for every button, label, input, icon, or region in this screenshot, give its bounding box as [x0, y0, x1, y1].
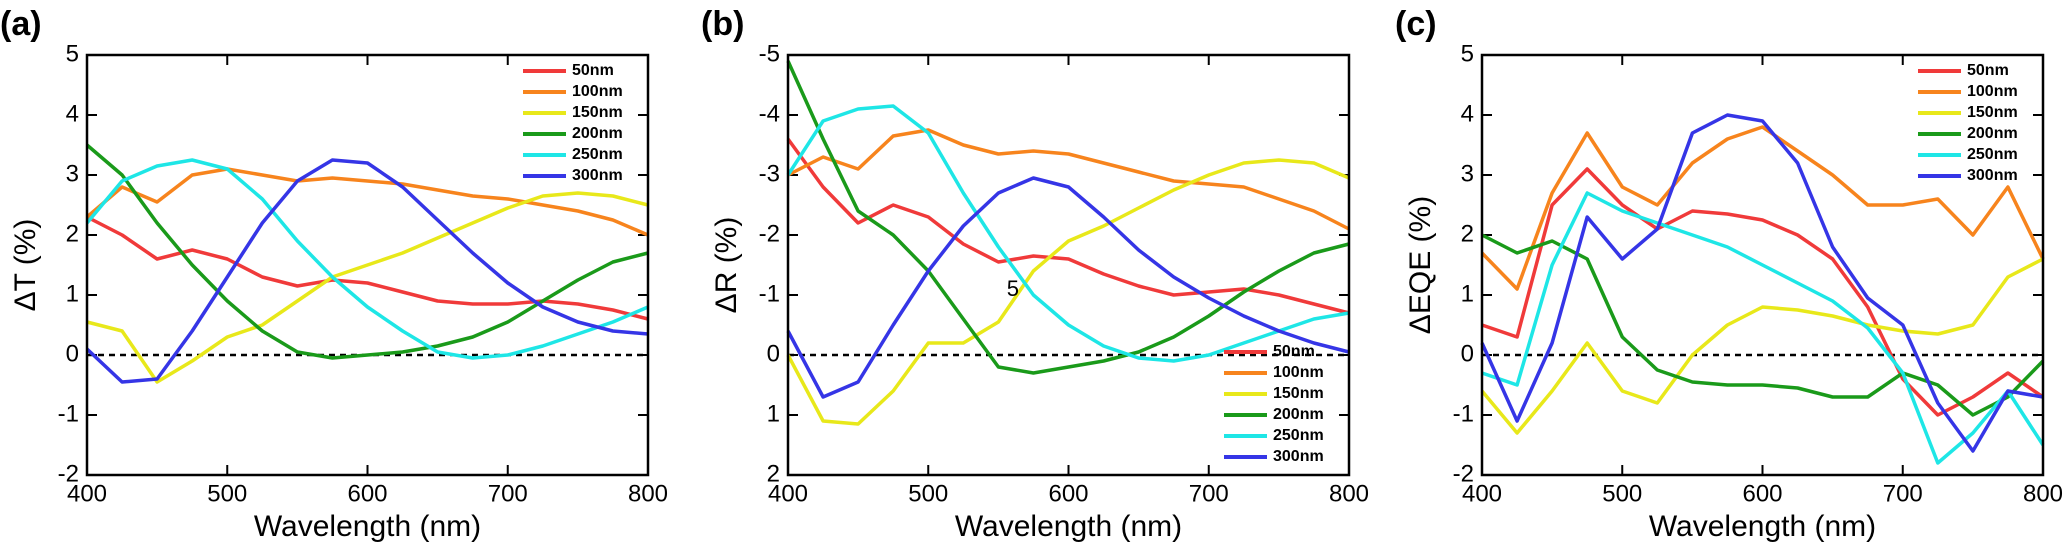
- x-tick-label: 600: [1742, 480, 1782, 507]
- legend-label: 150nm: [1967, 104, 2018, 121]
- plot-frame: [85, 53, 650, 477]
- data-line: [86, 215, 649, 321]
- legend-label: 200nm: [1273, 406, 1324, 423]
- y-tick-label: -1: [1453, 400, 1474, 427]
- legend-label: 250nm: [572, 146, 623, 163]
- legend-label: 150nm: [572, 104, 623, 121]
- x-axis-label: Wavelength (nm): [254, 510, 481, 543]
- legend-label: 100nm: [572, 83, 623, 100]
- legend-label: 150nm: [1273, 385, 1324, 402]
- y-tick-label: 2: [767, 460, 780, 487]
- legend-label: 50nm: [1967, 62, 2009, 79]
- data-line: [1480, 113, 2044, 453]
- data-line: [85, 158, 649, 384]
- y-axis-label: ΔEQE (%): [1404, 196, 1437, 334]
- panel-label: (a): [0, 5, 42, 43]
- x-tick-label: 500: [207, 480, 247, 507]
- y-tick-label: 5: [66, 40, 79, 67]
- data-line: [85, 158, 649, 360]
- data-line: [1481, 191, 2045, 465]
- y-tick-label: -1: [759, 280, 780, 307]
- x-tick-label: 700: [488, 480, 528, 507]
- panel-label: (c): [1395, 5, 1437, 43]
- x-tick-label: 800: [628, 480, 668, 507]
- legend-label: 200nm: [572, 125, 623, 142]
- legend-label: 250nm: [1967, 146, 2018, 163]
- data-line: [1480, 257, 2044, 435]
- y-tick-label: 1: [1461, 280, 1474, 307]
- y-tick-label: 1: [66, 280, 79, 307]
- legend-label: 50nm: [1273, 343, 1315, 360]
- data-line: [1480, 125, 2045, 291]
- y-tick-label: -5: [759, 40, 780, 67]
- legend-label: 250nm: [1273, 427, 1324, 444]
- y-tick-label: 0: [66, 340, 79, 367]
- y-tick-label: -3: [759, 160, 780, 187]
- y-axis-label: ΔR (%): [710, 217, 743, 314]
- x-tick-label: 500: [1602, 480, 1642, 507]
- y-axis-label: ΔT (%): [9, 219, 42, 312]
- y-tick-label: 5: [1461, 40, 1474, 67]
- legend-label: 50nm: [572, 62, 614, 79]
- data-line: [786, 60, 1350, 375]
- data-line: [85, 167, 649, 237]
- x-tick-label: 800: [1329, 480, 1369, 507]
- data-line: [786, 158, 1350, 426]
- data-line: [786, 176, 1350, 399]
- y-tick-label: 0: [1461, 340, 1474, 367]
- x-tick-label: 700: [1189, 480, 1229, 507]
- x-tick-label: 800: [2023, 480, 2063, 507]
- annotation: 5: [1007, 276, 1019, 301]
- data-line: [85, 143, 649, 360]
- x-tick-label: 600: [1048, 480, 1088, 507]
- legend-label: 300nm: [1967, 167, 2018, 184]
- y-tick-label: -4: [759, 100, 780, 127]
- data-line: [786, 104, 1350, 363]
- y-tick-label: 0: [767, 340, 780, 367]
- x-tick-label: 400: [67, 480, 107, 507]
- plot-frame: [1480, 53, 2045, 477]
- data-line: [787, 128, 1350, 231]
- legend-label: 300nm: [1273, 448, 1324, 465]
- legend-label: 100nm: [1273, 364, 1324, 381]
- y-tick-label: 4: [1461, 100, 1474, 127]
- x-tick-label: 400: [1462, 480, 1502, 507]
- y-tick-label: -2: [1453, 460, 1474, 487]
- y-tick-label: 1: [767, 400, 780, 427]
- plot-frame: [786, 53, 1351, 477]
- y-tick-label: -2: [58, 460, 79, 487]
- x-tick-label: 700: [1883, 480, 1923, 507]
- x-tick-label: 500: [908, 480, 948, 507]
- x-axis-label: Wavelength (nm): [1649, 510, 1876, 543]
- y-tick-label: 3: [66, 160, 79, 187]
- y-tick-label: 2: [1461, 220, 1474, 247]
- y-tick-label: 2: [66, 220, 79, 247]
- y-tick-label: 4: [66, 100, 79, 127]
- data-line: [1481, 167, 2044, 417]
- y-tick-label: -2: [759, 220, 780, 247]
- x-axis-label: Wavelength (nm): [955, 510, 1182, 543]
- y-tick-label: -1: [58, 400, 79, 427]
- panel-label: (b): [701, 5, 744, 43]
- legend-label: 100nm: [1967, 83, 2018, 100]
- x-tick-label: 600: [347, 480, 387, 507]
- legend-label: 200nm: [1967, 125, 2018, 142]
- y-tick-label: 3: [1461, 160, 1474, 187]
- data-line: [86, 191, 649, 384]
- legend-label: 300nm: [572, 167, 623, 184]
- data-line: [786, 137, 1350, 315]
- x-tick-label: 400: [768, 480, 808, 507]
- data-line: [1481, 233, 2045, 417]
